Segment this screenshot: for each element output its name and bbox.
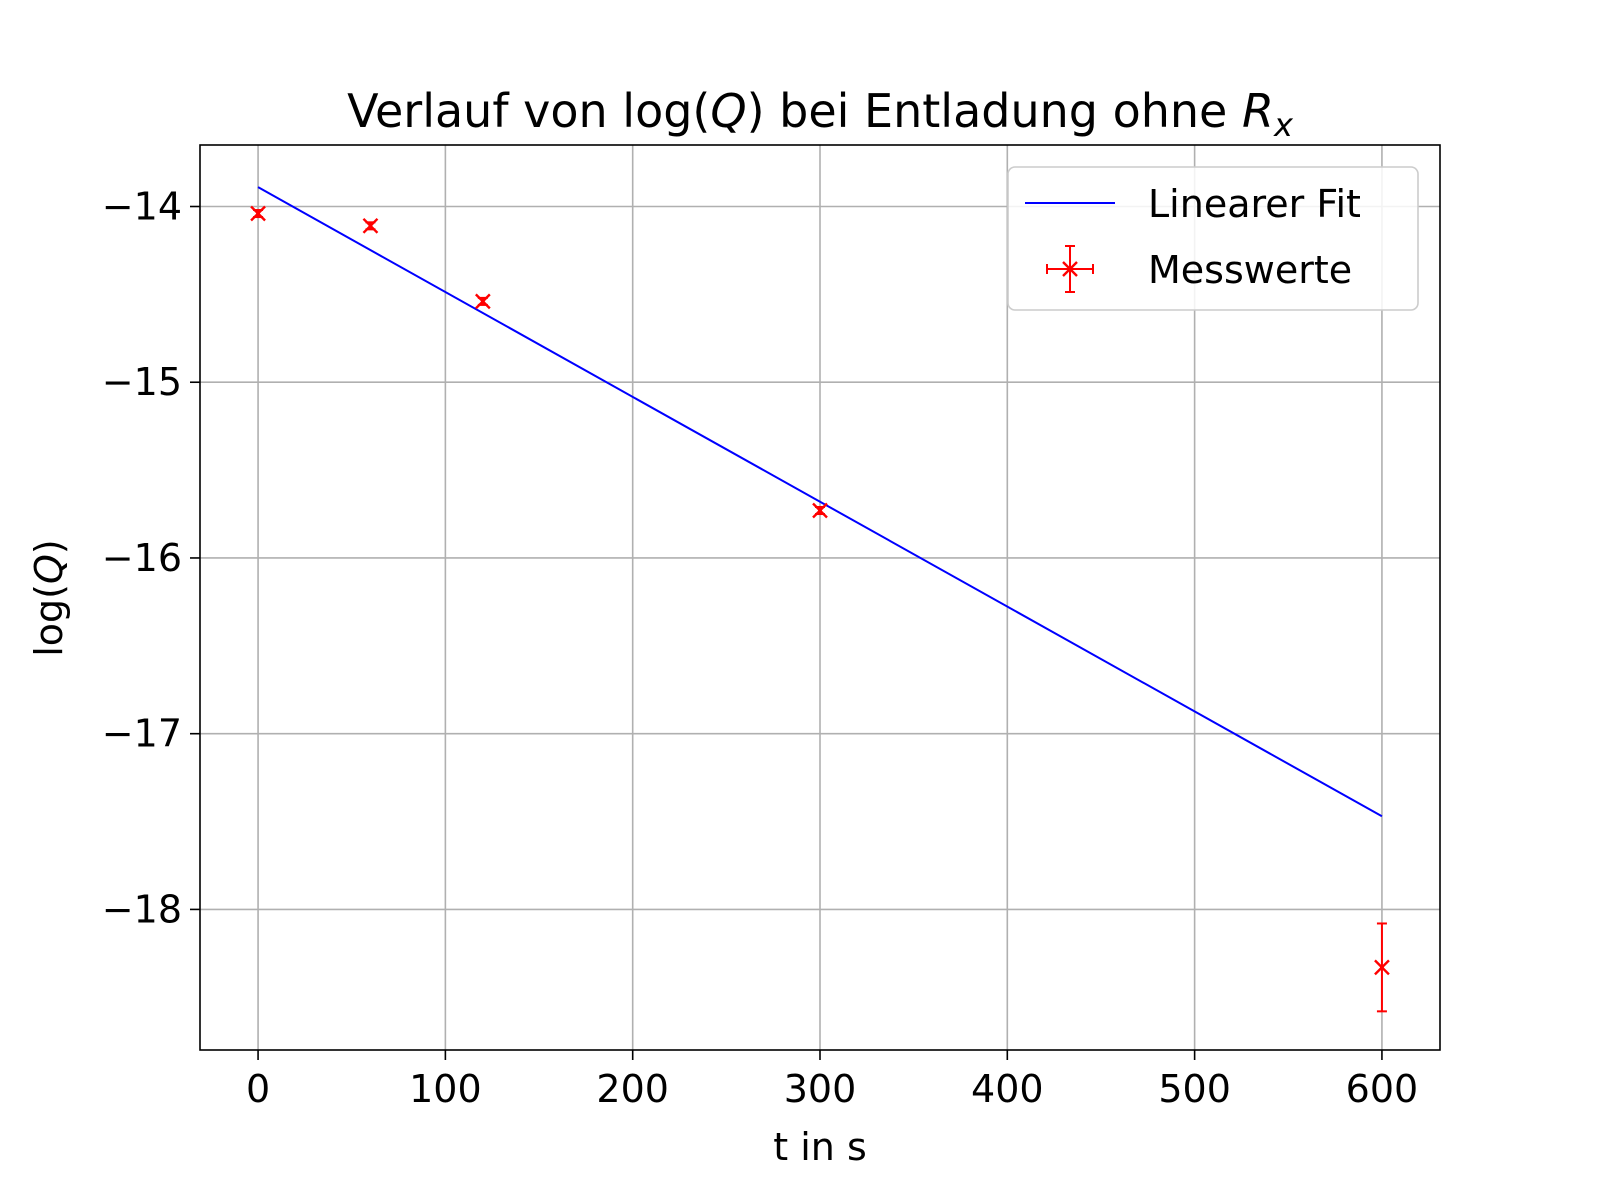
y-tick-label: −16 [102,536,182,580]
legend-measurement-swatch [1046,245,1094,293]
title-r-subscript: x [1273,106,1294,144]
x-marker-stroke-b [1374,959,1390,976]
chart-title: Verlauf von log(Q) bei Entladung ohne Rx [347,84,1294,144]
legend-fit-label: Linearer Fit [1148,182,1361,226]
data-point [812,502,828,519]
y-tick-labels: −14 −15 −16 −17 −18 [102,185,182,932]
x-marker-stroke-b [474,293,491,310]
x-tick-label: 100 [409,1067,482,1111]
y-tick-label: −14 [102,185,182,229]
legend-measurement-label: Messwerte [1148,248,1352,292]
y-tick-label: −15 [102,360,182,404]
fit-series [257,186,1383,818]
x-tick-labels: 0 100 200 300 400 500 600 [246,1067,1418,1111]
x-tick-label: 500 [1158,1067,1231,1111]
ylabel-prefix: log( [27,584,71,657]
title-middle: ) bei Entladung ohne [747,84,1242,138]
data-point [362,217,379,234]
fit-line [257,186,1383,818]
legend-marker-stroke-b [1062,261,1078,277]
x-tick-label: 300 [784,1067,857,1111]
data-point [250,205,266,222]
ylabel-suffix: ) [27,539,71,554]
x-axis-label: t in s [773,1125,867,1169]
x-tick-label: 0 [246,1067,270,1111]
axis-ticks [190,205,1383,1060]
title-prefix: Verlauf von log( [347,84,710,138]
data-point [474,293,491,310]
x-tick-label: 400 [971,1067,1044,1111]
x-marker-stroke-b [362,217,379,234]
x-marker-stroke-b [812,502,828,519]
measurement-series [250,205,1390,1013]
x-tick-label: 200 [596,1067,669,1111]
title-r: R [1242,84,1274,138]
x-tick-label: 600 [1346,1067,1419,1111]
legend: Linearer Fit Messwerte [1007,166,1419,311]
data-point [1374,922,1390,1013]
title-q: Q [710,84,746,138]
y-tick-label: −18 [102,887,182,931]
y-tick-label: −17 [102,712,182,756]
x-marker-stroke-b [250,205,266,222]
ylabel-q: Q [27,554,71,584]
y-axis-label: log(Q) [27,539,71,657]
